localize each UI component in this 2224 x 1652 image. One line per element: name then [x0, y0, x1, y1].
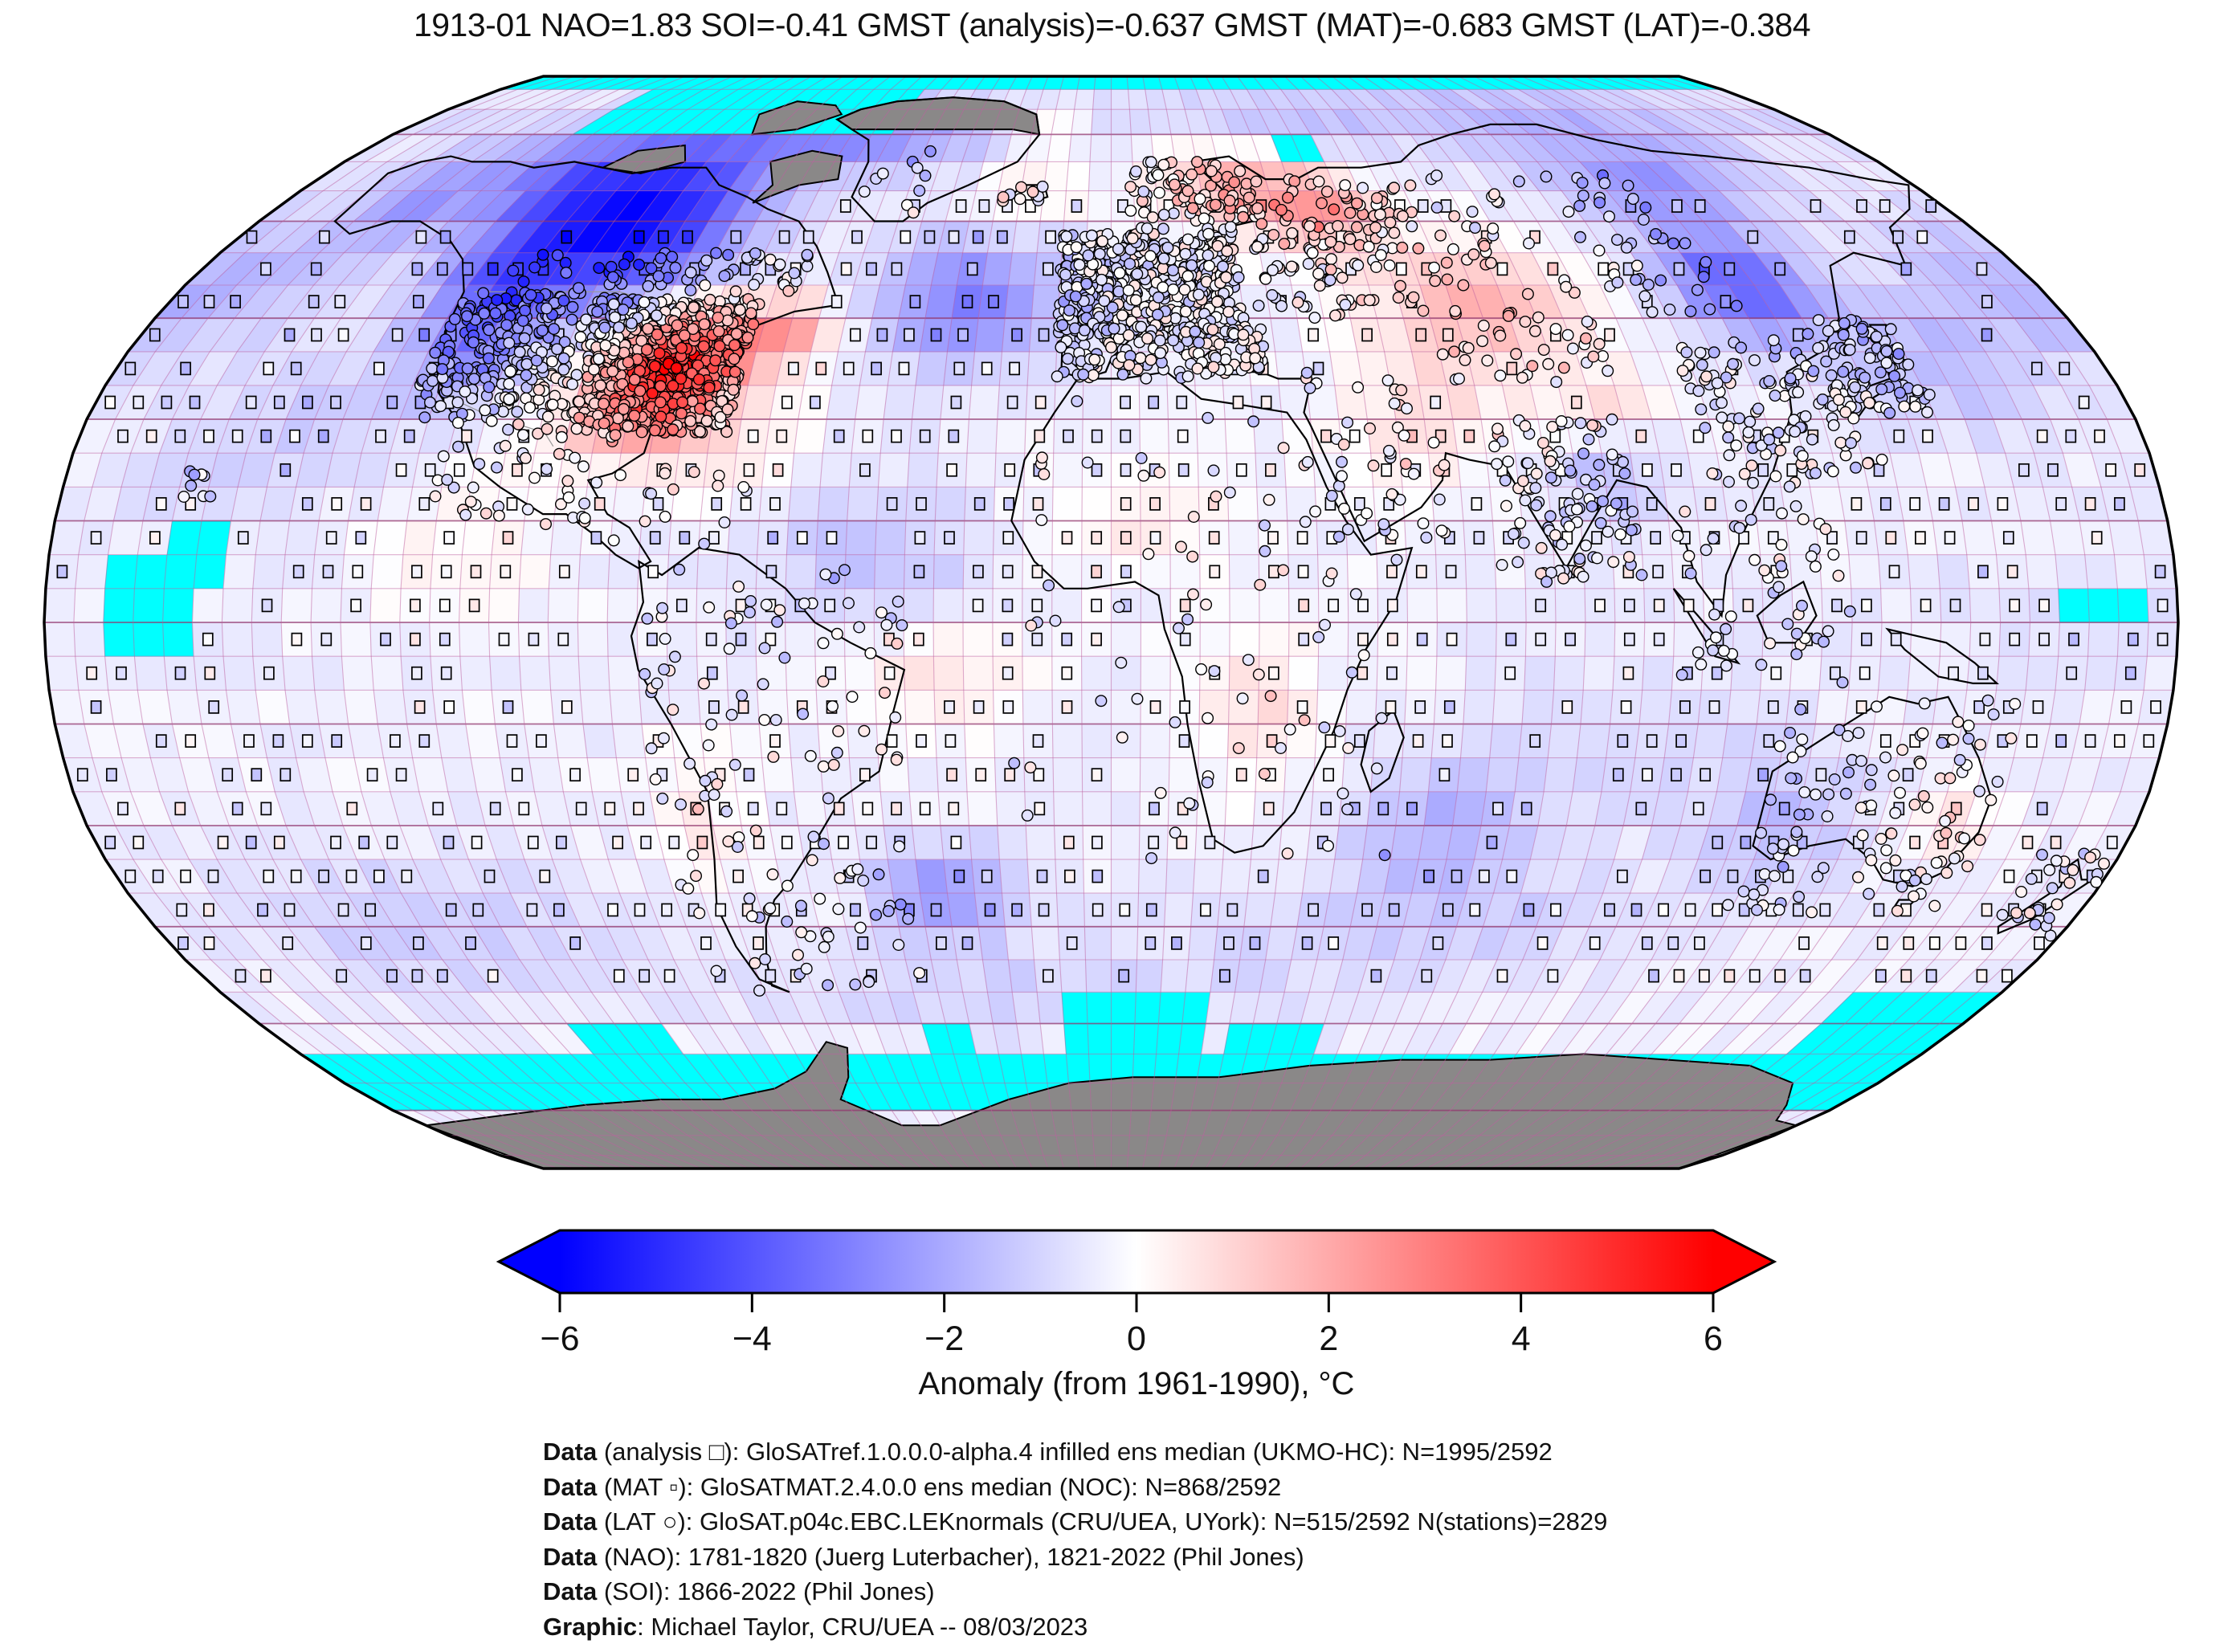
colorbar-tick-label: 0	[1127, 1320, 1146, 1358]
colorbar-bar	[496, 1229, 1777, 1295]
footer-credits: Data (analysis □): GloSATref.1.0.0.0-alp…	[543, 1434, 1607, 1644]
colorbar-tick-label: −2	[924, 1320, 964, 1358]
mat-square-markers-layer	[56, 199, 2169, 983]
map-graphics: −6 −4 −2 0 2 4 6 Anomaly (from 1961-1990), °C	[43, 75, 2180, 1401]
footer-line: Data (SOI): 1866-2022 (Phil Jones)	[543, 1577, 935, 1605]
footer-line: Data (MAT ▫): GloSATMAT.2.4.0.0 ens medi…	[543, 1472, 1282, 1501]
footer-line: Graphic: Michael Taylor, CRU/UEA -- 08/0…	[543, 1612, 1088, 1641]
colorbar: −6 −4 −2 0 2 4 6 Anomaly (from 1961-1990), °C	[496, 1229, 1777, 1401]
station-circle-markers-layer	[178, 145, 2110, 997]
colorbar-tick-label: 2	[1319, 1320, 1338, 1358]
graticule-layer	[44, 75, 2178, 1169]
colorbar-tick-label: −6	[540, 1320, 579, 1358]
chart-title: 1913-01 NAO=1.83 SOI=-0.41 GMST (analysi…	[413, 6, 1811, 43]
colorbar-tick-label: −4	[732, 1320, 772, 1358]
footer-line: Data (analysis □): GloSATref.1.0.0.0-alp…	[543, 1438, 1553, 1466]
colorbar-tick-label: 4	[1512, 1320, 1531, 1358]
colorbar-tick-label: 6	[1704, 1320, 1723, 1358]
footer-line: Data (LAT ○): GloSAT.p04c.EBC.LEKnormals…	[543, 1507, 1608, 1536]
footer-line: Data (NAO): 1781-1820 (Juerg Luterbacher…	[543, 1542, 1304, 1571]
map-boundary	[43, 75, 2180, 1170]
colorbar-axis-label: Anomaly (from 1961-1990), °C	[919, 1366, 1355, 1401]
